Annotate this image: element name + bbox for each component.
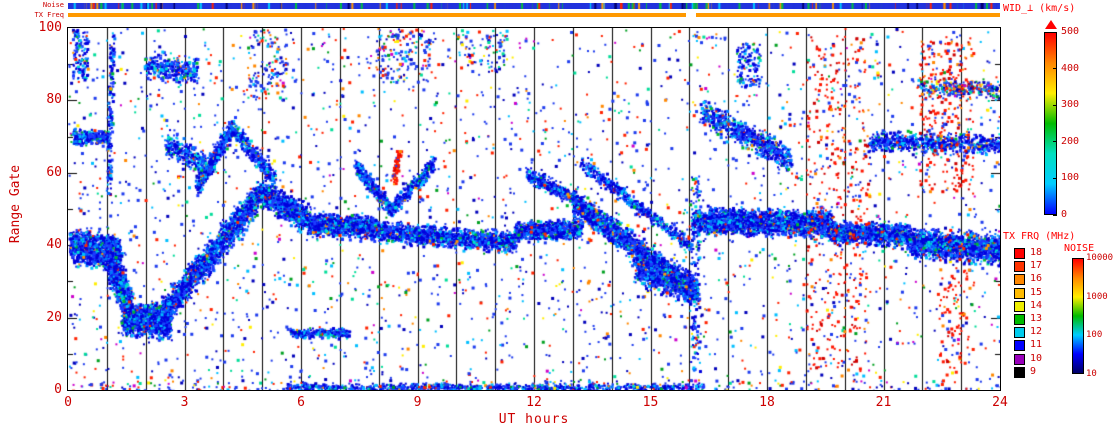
x-tick-label: 15 (642, 395, 659, 410)
y-tick-label: 20 (46, 309, 62, 325)
wid-tick-label: 500 (1061, 26, 1080, 37)
tx-frq-value: 10 (1030, 352, 1043, 364)
scatter-heatmap-canvas (68, 28, 1000, 390)
tx-frq-swatch (1014, 314, 1025, 325)
tx-frq-swatch (1014, 340, 1025, 352)
tx-frq-swatch (1014, 366, 1025, 378)
noise-colorbar (1072, 258, 1084, 374)
wid-tick-label: 300 (1061, 99, 1080, 111)
wid-colorbar (1044, 32, 1057, 215)
y-tick-label: 40 (46, 237, 62, 253)
wid-tick-mark (1053, 141, 1057, 143)
tx-frq-value: 14 (1030, 299, 1043, 311)
wid-tick-mark (1053, 31, 1057, 33)
tx-freq-strip (68, 13, 1000, 17)
tx-frq-value: 18 (1030, 247, 1043, 258)
wid-tick-mark (1053, 104, 1057, 106)
tx-frq-value: 13 (1030, 313, 1043, 324)
tx-strip-segment (696, 13, 1000, 17)
wid-tick-label: 100 (1061, 172, 1080, 184)
y-axis-title: Range Gate (8, 164, 23, 244)
tx-frq-swatch (1014, 300, 1025, 312)
plot-area (67, 27, 1001, 391)
tx-frq-swatch (1014, 327, 1025, 339)
tx-frq-swatch (1014, 261, 1025, 273)
y-tick-label: 80 (46, 92, 62, 108)
wid-tick-label: 400 (1061, 62, 1080, 74)
x-tick-label: 12 (526, 395, 542, 410)
noise-tick-label: 10 (1086, 369, 1097, 379)
x-axis-title: UT hours (498, 412, 570, 427)
wid-tick-mark (1053, 177, 1057, 179)
tx-frq-value: 15 (1030, 286, 1043, 298)
tx-frq-value: 17 (1030, 260, 1043, 272)
wid-tick-label: 0 (1061, 209, 1068, 220)
x-tick-label: 21 (875, 395, 892, 410)
tx-strip-segment (68, 13, 686, 17)
noise-tick-label: 10000 (1086, 253, 1114, 263)
wid-tick-mark (1053, 68, 1057, 70)
y-tick-label: 0 (54, 382, 62, 397)
tx-frq-value: 12 (1030, 326, 1043, 338)
y-tick-label: 60 (46, 164, 62, 180)
noise-strip-label: Noise (42, 1, 64, 9)
x-tick-label: 18 (759, 395, 775, 410)
y-tick-label: 100 (38, 20, 62, 35)
x-tick-label: 3 (180, 395, 189, 410)
tx-frq-colorbar-title: TX FRQ (MHz) (1003, 231, 1076, 242)
x-tick-label: 9 (413, 395, 422, 410)
x-tick-label: 6 (297, 395, 305, 410)
tx-frq-swatch (1014, 248, 1025, 259)
tx-strip-segment (685, 13, 697, 17)
wid-tick-mark (1053, 214, 1057, 216)
tx-frq-value: 9 (1030, 365, 1037, 377)
tx-frq-swatch (1014, 287, 1025, 299)
tx-frq-swatch (1014, 353, 1025, 365)
tx-freq-strip-label: TX Freq (34, 11, 64, 19)
noise-strip (68, 3, 1000, 9)
noise-tick-label: 1000 (1086, 291, 1108, 302)
x-tick-label: 24 (992, 395, 1008, 410)
tx-frq-value: 11 (1030, 339, 1043, 351)
wid-colorbar-overflow-arrow-icon (1045, 20, 1057, 29)
wid-colorbar-title: WID_⊥ (km/s) (1003, 3, 1076, 14)
x-tick-label: 0 (64, 395, 72, 410)
wid-tick-label: 200 (1061, 135, 1080, 147)
noise-colorbar-title: NOISE (1064, 243, 1095, 254)
tx-frq-value: 16 (1030, 273, 1043, 285)
tx-frq-swatch (1014, 274, 1025, 286)
noise-tick-label: 100 (1086, 330, 1103, 341)
